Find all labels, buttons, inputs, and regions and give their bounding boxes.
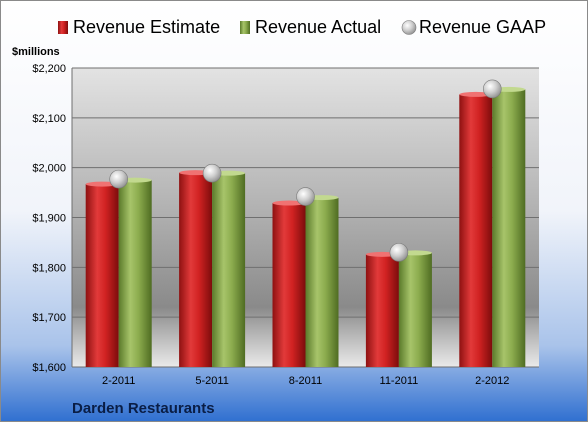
x-tick-label: 2-2011 (102, 375, 135, 387)
legend-label: Revenue Estimate (73, 17, 220, 37)
x-tick-label: 8-2011 (289, 375, 322, 387)
x-tick-label: 2-2012 (475, 375, 509, 387)
bar-revenue-estimate (85, 181, 119, 367)
bar-body (212, 173, 246, 367)
bar-revenue-actual (305, 195, 339, 367)
y-axis-label: $millions (12, 46, 60, 58)
point-revenue-gaap (482, 79, 502, 99)
x-axis-ticks: 2-2011 5-2011 8-2011 11-2011 2-2012 (102, 375, 509, 387)
gaap-points (109, 79, 502, 262)
bar-revenue-estimate (459, 91, 493, 367)
y-tick-label: $2,000 (32, 163, 66, 175)
legend-swatch (401, 20, 417, 35)
legend-swatch (58, 21, 68, 34)
legend-label: Revenue Actual (255, 17, 381, 37)
y-tick-label: $2,200 (32, 63, 66, 75)
bar-body (85, 184, 119, 367)
bar-body (365, 254, 399, 367)
bar-revenue-actual (118, 177, 152, 367)
legend-label: Revenue GAAP (419, 17, 546, 37)
y-tick-label: $1,900 (32, 213, 66, 225)
x-tick-label: 5-2011 (195, 375, 228, 387)
bar-body (305, 197, 339, 367)
bars (85, 86, 526, 367)
legend-item: Revenue Actual (240, 17, 381, 37)
y-tick-label: $1,700 (32, 312, 66, 324)
x-tick-label: 11-2011 (380, 375, 419, 387)
legend-item: Revenue Estimate (58, 17, 220, 37)
y-tick-label: $1,600 (32, 362, 66, 374)
bar-revenue-estimate (179, 170, 213, 367)
bar-revenue-actual (398, 250, 432, 367)
bar-revenue-estimate (365, 251, 399, 367)
y-tick-label: $1,800 (32, 262, 66, 274)
legend-swatch (240, 21, 250, 34)
bar-body (492, 89, 526, 367)
bar-body (398, 252, 432, 367)
legend-item: Revenue GAAP (401, 17, 546, 37)
legend: Revenue Estimate Revenue Actual Revenue GA… (58, 17, 546, 37)
bar-body (118, 180, 152, 367)
point-revenue-gaap (109, 169, 128, 189)
y-tick-label: $2,100 (32, 113, 66, 125)
bar-top (272, 200, 306, 206)
bar-body (459, 94, 493, 367)
bar-revenue-actual (492, 86, 526, 367)
point-revenue-gaap (202, 163, 222, 183)
bar-body (272, 203, 306, 367)
point-revenue-gaap (296, 187, 315, 206)
company-label: Darden Restaurants (72, 400, 215, 417)
bar-revenue-estimate (272, 200, 306, 367)
bar-body (179, 172, 213, 367)
y-axis-ticks: $1,600 $1,700 $1,800 $1,900 $2,000 $2,100 $2,2… (32, 63, 66, 374)
bar-revenue-actual (212, 170, 246, 367)
point-revenue-gaap (389, 243, 409, 262)
